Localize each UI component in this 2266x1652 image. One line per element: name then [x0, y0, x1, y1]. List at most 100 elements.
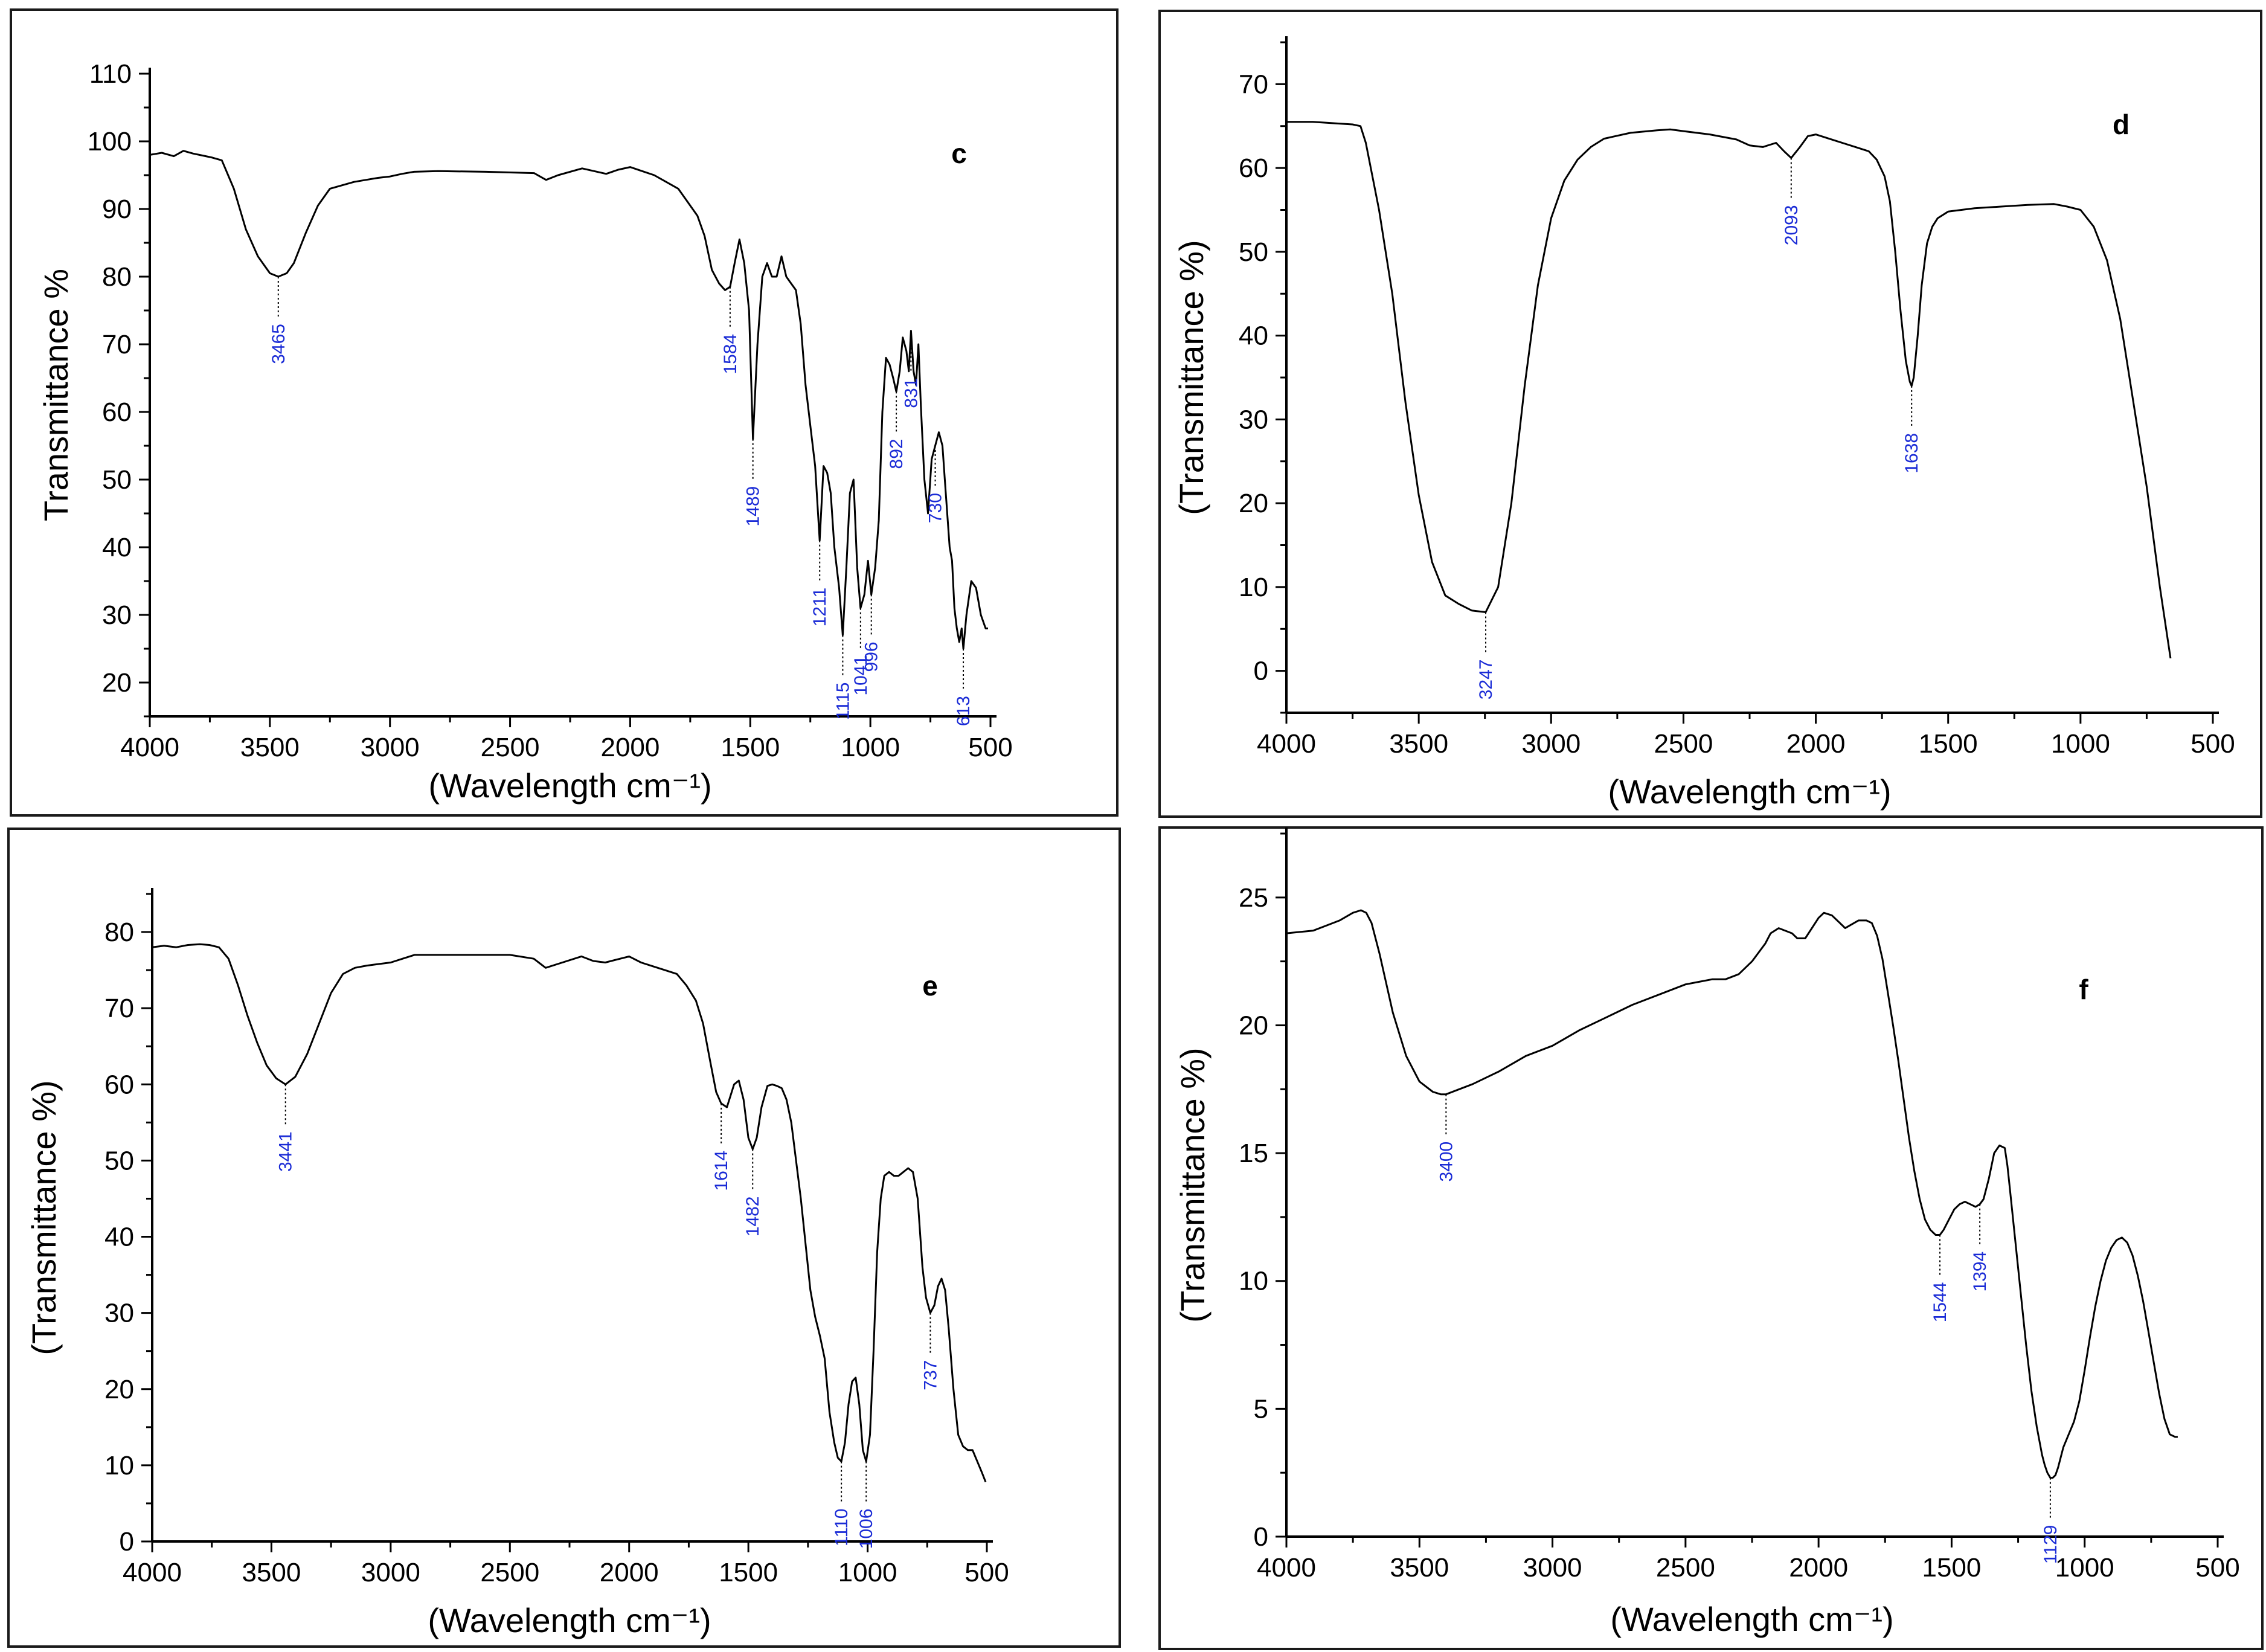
peak-label: 1584 — [721, 334, 740, 374]
peak-label: 3465 — [269, 324, 289, 364]
peak-label: 1614 — [711, 1151, 731, 1191]
y-tick-label: 80 — [104, 918, 134, 947]
y-tick-label: 100 — [88, 127, 132, 156]
spectrum-line-d — [1286, 121, 2172, 659]
x-tick-label: 4000 — [1257, 729, 1316, 759]
y-tick-label: 10 — [104, 1451, 134, 1480]
y-tick-label: 30 — [1239, 405, 1268, 434]
y-tick-label: 10 — [1239, 1267, 1268, 1296]
ftir-panel-e: 4000 3500 3000 2500 2000 1500 1000 500 0 10 20 30 40… — [25, 888, 1009, 1639]
y-tick-label: 15 — [1239, 1139, 1268, 1168]
x-axis-label: (Wavelength cm⁻¹) — [428, 767, 711, 805]
x-tick-label: 500 — [2195, 1553, 2239, 1583]
y-tick-label: 90 — [102, 194, 132, 224]
x-axis-label: (Wavelength cm⁻¹) — [1608, 773, 1891, 811]
peak-label: 1041 — [851, 655, 871, 696]
panel-frame-f — [1158, 826, 2264, 1650]
x-tick-label: 2500 — [1654, 729, 1713, 759]
y-tick-label: 40 — [102, 533, 132, 562]
peak-label: 3441 — [276, 1131, 296, 1172]
y-axis-label: (Transmittance %) — [1173, 1047, 1212, 1322]
peak-label: 1394 — [1970, 1252, 1990, 1292]
y-tick-label: 40 — [1239, 321, 1268, 351]
y-tick-label: 70 — [104, 994, 134, 1023]
peak-label: 730 — [926, 493, 946, 523]
x-tick-label: 1500 — [719, 1558, 778, 1587]
x-tick-label: 3500 — [1390, 1553, 1449, 1583]
y-tick-label: 110 — [89, 59, 132, 89]
x-tick-label: 500 — [968, 733, 1012, 762]
spectrum-line-e — [152, 943, 987, 1483]
x-tick-label: 500 — [964, 1558, 1009, 1587]
x-tick-label: 4000 — [123, 1558, 182, 1587]
peak-label: 737 — [920, 1360, 940, 1390]
x-tick-label: 1000 — [2051, 729, 2110, 759]
y-tick-label: 20 — [1239, 1011, 1268, 1040]
y-tick-label: 70 — [102, 330, 132, 359]
panel-frame-e — [7, 828, 1121, 1648]
peak-label: 831 — [901, 378, 921, 408]
y-tick-label: 25 — [1239, 883, 1268, 913]
x-tick-label: 2500 — [1656, 1553, 1715, 1583]
x-tick-label: 3500 — [240, 733, 300, 762]
panel-letter: c — [951, 138, 967, 169]
y-tick-label: 0 — [1254, 657, 1268, 686]
ftir-panel-c: 4000 3500 3000 2500 2000 1500 1000 500 20 30 40 50 6… — [37, 59, 1013, 805]
y-tick-label: 50 — [1239, 237, 1268, 267]
peak-label: 892 — [887, 439, 907, 469]
y-tick-label: 0 — [120, 1527, 134, 1557]
x-tick-label: 3000 — [361, 1558, 420, 1587]
peak-label: 1482 — [743, 1196, 763, 1236]
peak-label: 1115 — [833, 683, 853, 720]
y-tick-label: 60 — [102, 397, 132, 427]
peak-label: 1006 — [856, 1509, 876, 1549]
y-tick-label: 30 — [104, 1299, 134, 1328]
panel-letter: d — [2113, 109, 2130, 140]
spectrum-line-f — [1286, 909, 2178, 1479]
y-axis-label: (Transmittance %) — [25, 1080, 63, 1355]
x-tick-label: 1500 — [721, 733, 780, 762]
ftir-panel-d: 4000 3500 3000 2500 2000 1500 1000 500 0 10 20 30 40… — [1172, 36, 2235, 811]
y-tick-label: 70 — [1239, 69, 1268, 99]
ftir-panel-f: 4000 3500 3000 2500 2000 1500 1000 500 0 5 10 15 20 2… — [1173, 828, 2240, 1638]
panel-letter: f — [2079, 974, 2088, 1005]
y-axis-label: (Transmittance %) — [1172, 240, 1210, 515]
x-tick-label: 2000 — [1789, 1553, 1848, 1583]
y-tick-label: 20 — [104, 1375, 134, 1404]
x-tick-label: 3000 — [1521, 729, 1581, 759]
x-tick-label: 500 — [2191, 729, 2235, 759]
panel-letter: e — [922, 970, 938, 1001]
peak-label: 3247 — [1476, 660, 1496, 700]
peak-label: 2093 — [1782, 205, 1802, 245]
peak-label: 613 — [954, 696, 974, 726]
x-tick-label: 3500 — [242, 1558, 301, 1587]
y-tick-label: 50 — [104, 1146, 134, 1175]
x-axis-label: (Wavelength cm⁻¹) — [1610, 1600, 1893, 1638]
x-axis-label: (Wavelength cm⁻¹) — [428, 1601, 711, 1639]
y-tick-label: 60 — [104, 1070, 134, 1099]
x-tick-label: 2000 — [600, 733, 660, 762]
peak-label: 1211 — [810, 588, 830, 627]
peak-label: 1544 — [1930, 1282, 1950, 1323]
y-tick-label: 10 — [1239, 573, 1268, 602]
x-tick-label: 1000 — [838, 1558, 897, 1587]
peak-label: 1129 — [2041, 1525, 2061, 1564]
spectrum-line-c — [149, 150, 988, 650]
x-tick-label: 3500 — [1389, 729, 1448, 759]
y-tick-label: 20 — [102, 668, 132, 698]
y-tick-label: 60 — [1239, 153, 1268, 183]
x-tick-label: 2000 — [1786, 729, 1846, 759]
peak-label: 1110 — [832, 1509, 852, 1546]
peak-label: 1489 — [743, 486, 763, 527]
panel-frame-d — [1158, 10, 2262, 818]
x-tick-label: 2000 — [600, 1558, 659, 1587]
x-tick-label: 2500 — [480, 1558, 539, 1587]
y-tick-label: 5 — [1254, 1394, 1268, 1424]
y-axis-label: Transmittance % — [37, 269, 75, 521]
peak-label: 3400 — [1436, 1142, 1456, 1182]
y-tick-label: 0 — [1254, 1522, 1268, 1552]
y-tick-label: 40 — [104, 1223, 134, 1252]
x-tick-label: 3000 — [1523, 1553, 1582, 1583]
x-tick-label: 1000 — [2055, 1553, 2114, 1583]
